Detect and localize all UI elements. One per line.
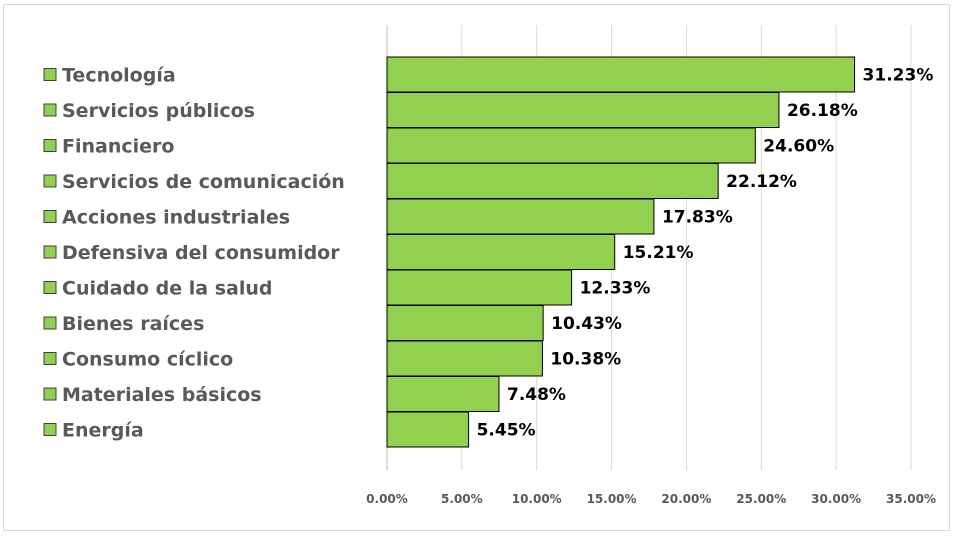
legend-swatch (43, 352, 57, 365)
category-label: Defensiva del consumidor (62, 242, 340, 264)
bar (386, 198, 655, 235)
bar (386, 127, 756, 164)
legend-swatch (43, 68, 57, 81)
category-label: Servicios públicos (62, 100, 255, 122)
bar (386, 234, 616, 270)
data-label: 15.21% (623, 243, 694, 263)
x-tick-label: 10.00% (512, 492, 562, 506)
data-label: 5.45% (477, 421, 536, 441)
bar (386, 305, 544, 341)
category-label: Bienes raíces (62, 313, 204, 335)
legend-swatch (43, 139, 57, 152)
category-label: Consumo cíclico (62, 349, 233, 371)
data-label: 7.48% (507, 385, 566, 405)
x-tick-label: 15.00% (587, 492, 637, 506)
legend-swatch (43, 245, 57, 259)
category-label: Cuidado de la salud (62, 278, 273, 300)
legend-swatch (43, 281, 57, 294)
category-label: Materiales básicos (62, 384, 262, 406)
x-tick-label: 30.00% (811, 492, 861, 506)
x-tick-label: 5.00% (441, 492, 483, 506)
data-label: 24.60% (763, 137, 834, 157)
category-label: Financiero (62, 136, 174, 158)
category-label: Acciones industriales (62, 207, 290, 229)
legend-swatch (43, 316, 57, 330)
x-tick-label: 25.00% (736, 492, 786, 506)
legend-swatch (43, 103, 57, 117)
data-label: 10.43% (551, 314, 622, 334)
data-label: 26.18% (787, 101, 858, 121)
data-label: 10.38% (550, 350, 621, 370)
category-label: Tecnología (62, 65, 176, 87)
legend-swatch (43, 387, 57, 401)
x-tick-label: 0.00% (366, 492, 408, 506)
data-label: 12.33% (580, 279, 651, 299)
bar (386, 376, 500, 412)
x-tick-label: 35.00% (886, 492, 936, 506)
bar (386, 411, 470, 448)
bar (386, 56, 856, 93)
bar (386, 163, 719, 199)
bar (386, 92, 780, 128)
data-label: 31.23% (863, 66, 934, 86)
data-label: 17.83% (662, 208, 733, 228)
legend-swatch (43, 423, 57, 436)
bar (386, 340, 543, 377)
data-label: 22.12% (726, 172, 797, 192)
x-tick-label: 20.00% (661, 492, 711, 506)
category-label: Energía (62, 420, 144, 442)
legend-swatch (43, 210, 57, 223)
bar (386, 269, 573, 306)
category-label: Servicios de comunicación (62, 171, 345, 193)
legend-swatch (43, 174, 57, 188)
